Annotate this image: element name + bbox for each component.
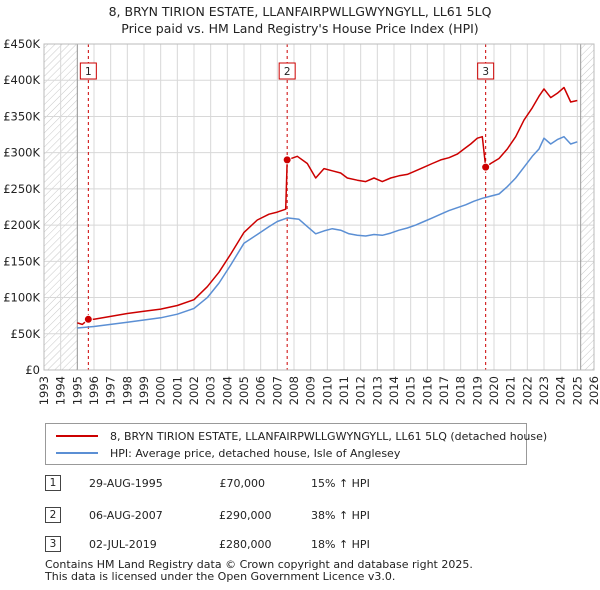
y-tick-label: £450K <box>3 37 40 51</box>
x-tick-label: 2018 <box>454 376 468 405</box>
x-tick-label: 2016 <box>420 376 434 405</box>
legend-swatch-blue <box>56 452 98 454</box>
footer: Contains HM Land Registry data © Crown c… <box>45 559 473 583</box>
x-tick-label: 2024 <box>554 376 568 405</box>
x-tick-label: 2010 <box>320 376 334 405</box>
sale-point <box>481 162 491 172</box>
sale-label-box <box>477 62 495 80</box>
y-tick-label: £150K <box>3 254 40 268</box>
transaction-price: £290,000 <box>219 508 272 522</box>
x-tick-label: 2014 <box>387 376 401 405</box>
footer-line-2: This data is licensed under the Open Gov… <box>45 570 396 583</box>
x-tick-label: 2015 <box>404 376 418 405</box>
x-tick-label: 2019 <box>470 376 484 405</box>
y-tick-label: £400K <box>3 73 40 87</box>
x-tick-label: 2022 <box>520 376 534 405</box>
sale-point <box>83 314 93 324</box>
y-tick-label: £250K <box>3 182 40 196</box>
transaction-price: £280,000 <box>219 537 272 551</box>
series-line-hpi <box>77 135 578 329</box>
transaction-price: £70,000 <box>219 476 266 490</box>
x-tick-label: 2005 <box>237 376 251 405</box>
chart-subtitle: Price paid vs. HM Land Registry's House … <box>121 21 478 36</box>
legend-swatch-red <box>56 435 98 437</box>
transaction-hpi: 38% ↑ HPI <box>311 508 370 522</box>
x-tick-label: 2013 <box>370 376 384 405</box>
x-tick-label: 2007 <box>270 376 284 405</box>
y-tick-label: £0 <box>25 363 40 377</box>
x-tick-label: 2000 <box>154 376 168 405</box>
sale-label-number: 3 <box>482 66 489 78</box>
plot-border <box>43 43 595 371</box>
x-tick-label: 2012 <box>354 376 368 405</box>
x-tick-label: 1994 <box>54 376 68 405</box>
legend: 8, BRYN TIRION ESTATE, LLANFAIRPWLLGWYNG… <box>45 423 547 465</box>
sale-label-number: 1 <box>85 66 92 78</box>
x-tick-label: 2001 <box>170 376 184 405</box>
x-tick-label: 2002 <box>187 376 201 405</box>
transaction-number: 2 <box>45 507 61 523</box>
chart: 8, BRYN TIRION ESTATE, LLANFAIRPWLLGWYNG… <box>3 4 600 405</box>
transaction-hpi: 18% ↑ HPI <box>311 537 370 551</box>
x-tick-label: 1999 <box>137 376 151 405</box>
x-tick-label: 1996 <box>87 376 101 405</box>
x-tick-label: 2008 <box>287 376 301 405</box>
sale-label-box <box>79 62 97 80</box>
legend-label-property: 8, BRYN TIRION ESTATE, LLANFAIRPWLLGWYNG… <box>110 429 548 443</box>
transaction-number: 3 <box>45 536 61 552</box>
transaction-date: 02-JUL-2019 <box>89 537 157 551</box>
x-tick-label: 2017 <box>437 376 451 405</box>
x-tick-label: 2009 <box>304 376 318 405</box>
y-tick-label: £200K <box>3 218 40 232</box>
y-tick-label: £300K <box>3 146 40 160</box>
x-tick-label: 2023 <box>537 376 551 405</box>
transaction-hpi: 15% ↑ HPI <box>311 476 370 490</box>
sale-label-box <box>278 62 296 80</box>
x-tick-label: 2020 <box>487 376 501 405</box>
x-tick-label: 1993 <box>37 376 51 405</box>
x-tick-label: 2003 <box>204 376 218 405</box>
sale-point <box>282 155 292 165</box>
x-tick-label: 2025 <box>570 376 584 405</box>
y-tick-label: £350K <box>3 109 40 123</box>
plot-background <box>44 44 594 370</box>
series-line-property <box>77 86 578 326</box>
x-tick-label: 2004 <box>220 376 234 405</box>
footer-line-1: Contains HM Land Registry data © Crown c… <box>45 558 473 571</box>
legend-item-property: 8, BRYN TIRION ESTATE, LLANFAIRPWLLGWYNG… <box>56 428 547 444</box>
transaction-number: 1 <box>45 475 61 491</box>
chart-title: 8, BRYN TIRION ESTATE, LLANFAIRPWLLGWYNG… <box>109 4 492 19</box>
x-tick-label: 1998 <box>120 376 134 405</box>
hatched-region-end <box>580 44 594 370</box>
y-tick-label: £100K <box>3 291 40 305</box>
legend-item-hpi: HPI: Average price, detached house, Isle… <box>56 445 400 461</box>
x-tick-label: 2021 <box>504 376 518 405</box>
x-tick-label: 2006 <box>254 376 268 405</box>
transaction-date: 06-AUG-2007 <box>89 508 163 522</box>
x-tick-label: 1997 <box>104 376 118 405</box>
x-tick-label: 2011 <box>337 376 351 405</box>
y-tick-label: £50K <box>11 327 41 341</box>
x-tick-label: 2026 <box>587 376 600 405</box>
legend-label-hpi: HPI: Average price, detached house, Isle… <box>110 446 401 460</box>
sale-label-number: 2 <box>284 66 291 78</box>
x-tick-label: 1995 <box>70 376 84 405</box>
transaction-date: 29-AUG-1995 <box>89 476 163 490</box>
